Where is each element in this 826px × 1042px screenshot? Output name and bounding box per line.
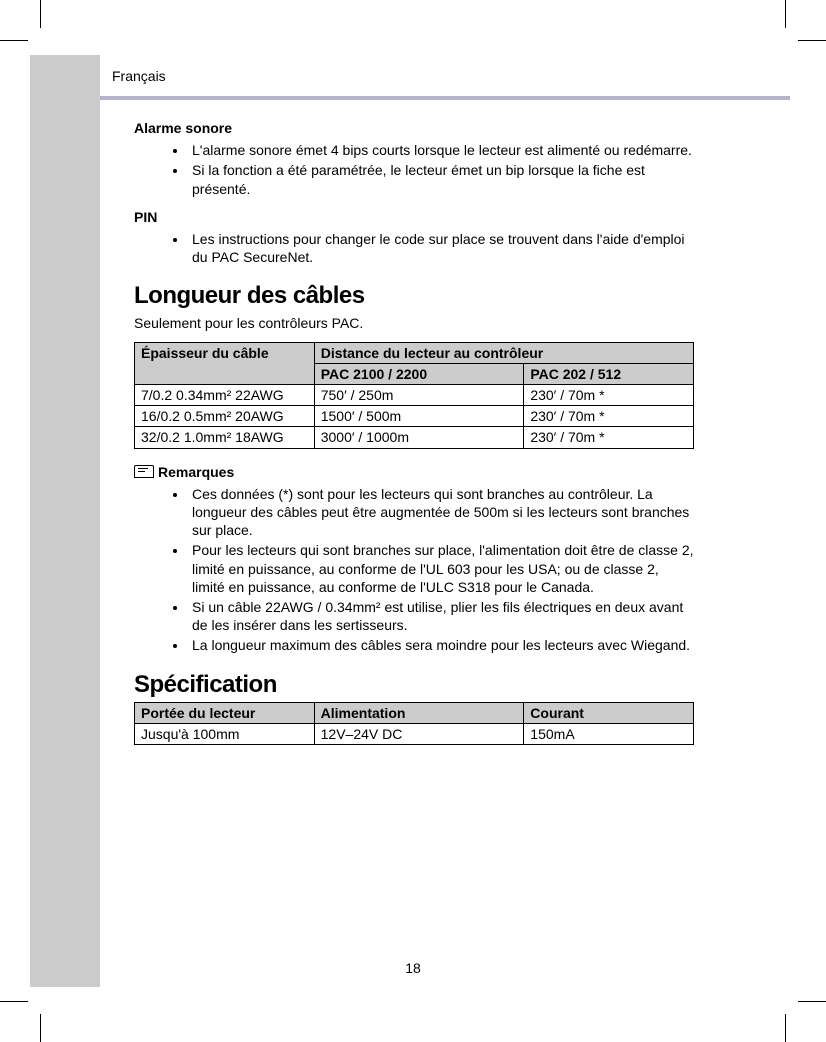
- list-item: Si la fonction a été paramétrée, le lect…: [188, 161, 694, 197]
- td: 230′ / 70m *: [524, 406, 694, 427]
- td: 16/0.2 0.5mm² 20AWG: [135, 406, 315, 427]
- list-item: Les instructions pour changer le code su…: [188, 230, 694, 266]
- td: 3000′ / 1000m: [314, 427, 524, 448]
- pin-bullets: Les instructions pour changer le code su…: [134, 230, 694, 266]
- td: 230′ / 70m *: [524, 427, 694, 448]
- header-rule: [100, 96, 790, 100]
- page-sidebar: [30, 55, 100, 987]
- page-number: 18: [0, 960, 826, 976]
- alarme-title: Alarme sonore: [134, 119, 694, 137]
- longueur-heading: Longueur des câbles: [134, 280, 694, 311]
- td: 230′ / 70m *: [524, 385, 694, 406]
- content-area: Alarme sonore L'alarme sonore émet 4 bip…: [134, 115, 694, 759]
- cable-table: Épaisseur du câble Distance du lecteur a…: [134, 342, 694, 449]
- th-alimentation: Alimentation: [314, 702, 524, 723]
- td: 750′ / 250m: [314, 385, 524, 406]
- page: Français Alarme sonore L'alarme sonore é…: [0, 0, 826, 1042]
- crop-mark: [40, 1014, 41, 1042]
- language-label: Français: [112, 68, 166, 84]
- list-item: Ces données (*) sont pour les lecteurs q…: [188, 485, 694, 540]
- th-epaisseur: Épaisseur du câble: [135, 342, 315, 384]
- th-pac202: PAC 202 / 512: [524, 363, 694, 384]
- list-item: Pour les lecteurs qui sont branches sur …: [188, 541, 694, 596]
- table-row: 16/0.2 0.5mm² 20AWG 1500′ / 500m 230′ / …: [135, 406, 694, 427]
- crop-mark: [785, 1014, 786, 1042]
- remarques-title: Remarques: [134, 463, 694, 481]
- remarques-bullets: Ces données (*) sont pour les lecteurs q…: [134, 485, 694, 655]
- crop-mark: [0, 40, 28, 41]
- crop-mark: [40, 0, 41, 28]
- list-item: Si un câble 22AWG / 0.34mm² est utilise,…: [188, 598, 694, 634]
- table-row: Jusqu'à 100mm 12V–24V DC 150mA: [135, 723, 694, 744]
- th-courant: Courant: [524, 702, 694, 723]
- list-item: La longueur maximum des câbles sera moin…: [188, 636, 694, 654]
- crop-mark: [785, 0, 786, 28]
- td: 12V–24V DC: [314, 723, 524, 744]
- spec-table: Portée du lecteur Alimentation Courant J…: [134, 702, 694, 745]
- td: 7/0.2 0.34mm² 22AWG: [135, 385, 315, 406]
- table-header-row: Portée du lecteur Alimentation Courant: [135, 702, 694, 723]
- td: 150mA: [524, 723, 694, 744]
- th-portee: Portée du lecteur: [135, 702, 315, 723]
- th-distance: Distance du lecteur au contrôleur: [314, 342, 693, 363]
- pin-title: PIN: [134, 208, 694, 226]
- td: 1500′ / 500m: [314, 406, 524, 427]
- list-item: L'alarme sonore émet 4 bips courts lorsq…: [188, 141, 694, 159]
- crop-mark: [0, 1001, 28, 1002]
- remarques-label: Remarques: [158, 464, 234, 480]
- crop-mark: [798, 1001, 826, 1002]
- td: 32/0.2 1.0mm² 18AWG: [135, 427, 315, 448]
- note-icon: [134, 465, 154, 478]
- specification-heading: Spécification: [134, 669, 694, 700]
- table-row: 7/0.2 0.34mm² 22AWG 750′ / 250m 230′ / 7…: [135, 385, 694, 406]
- th-pac2100: PAC 2100 / 2200: [314, 363, 524, 384]
- table-header-row: Épaisseur du câble Distance du lecteur a…: [135, 342, 694, 363]
- crop-mark: [798, 40, 826, 41]
- alarme-bullets: L'alarme sonore émet 4 bips courts lorsq…: [134, 141, 694, 198]
- table-row: 32/0.2 1.0mm² 18AWG 3000′ / 1000m 230′ /…: [135, 427, 694, 448]
- td: Jusqu'à 100mm: [135, 723, 315, 744]
- longueur-subtitle: Seulement pour les contrôleurs PAC.: [134, 314, 694, 332]
